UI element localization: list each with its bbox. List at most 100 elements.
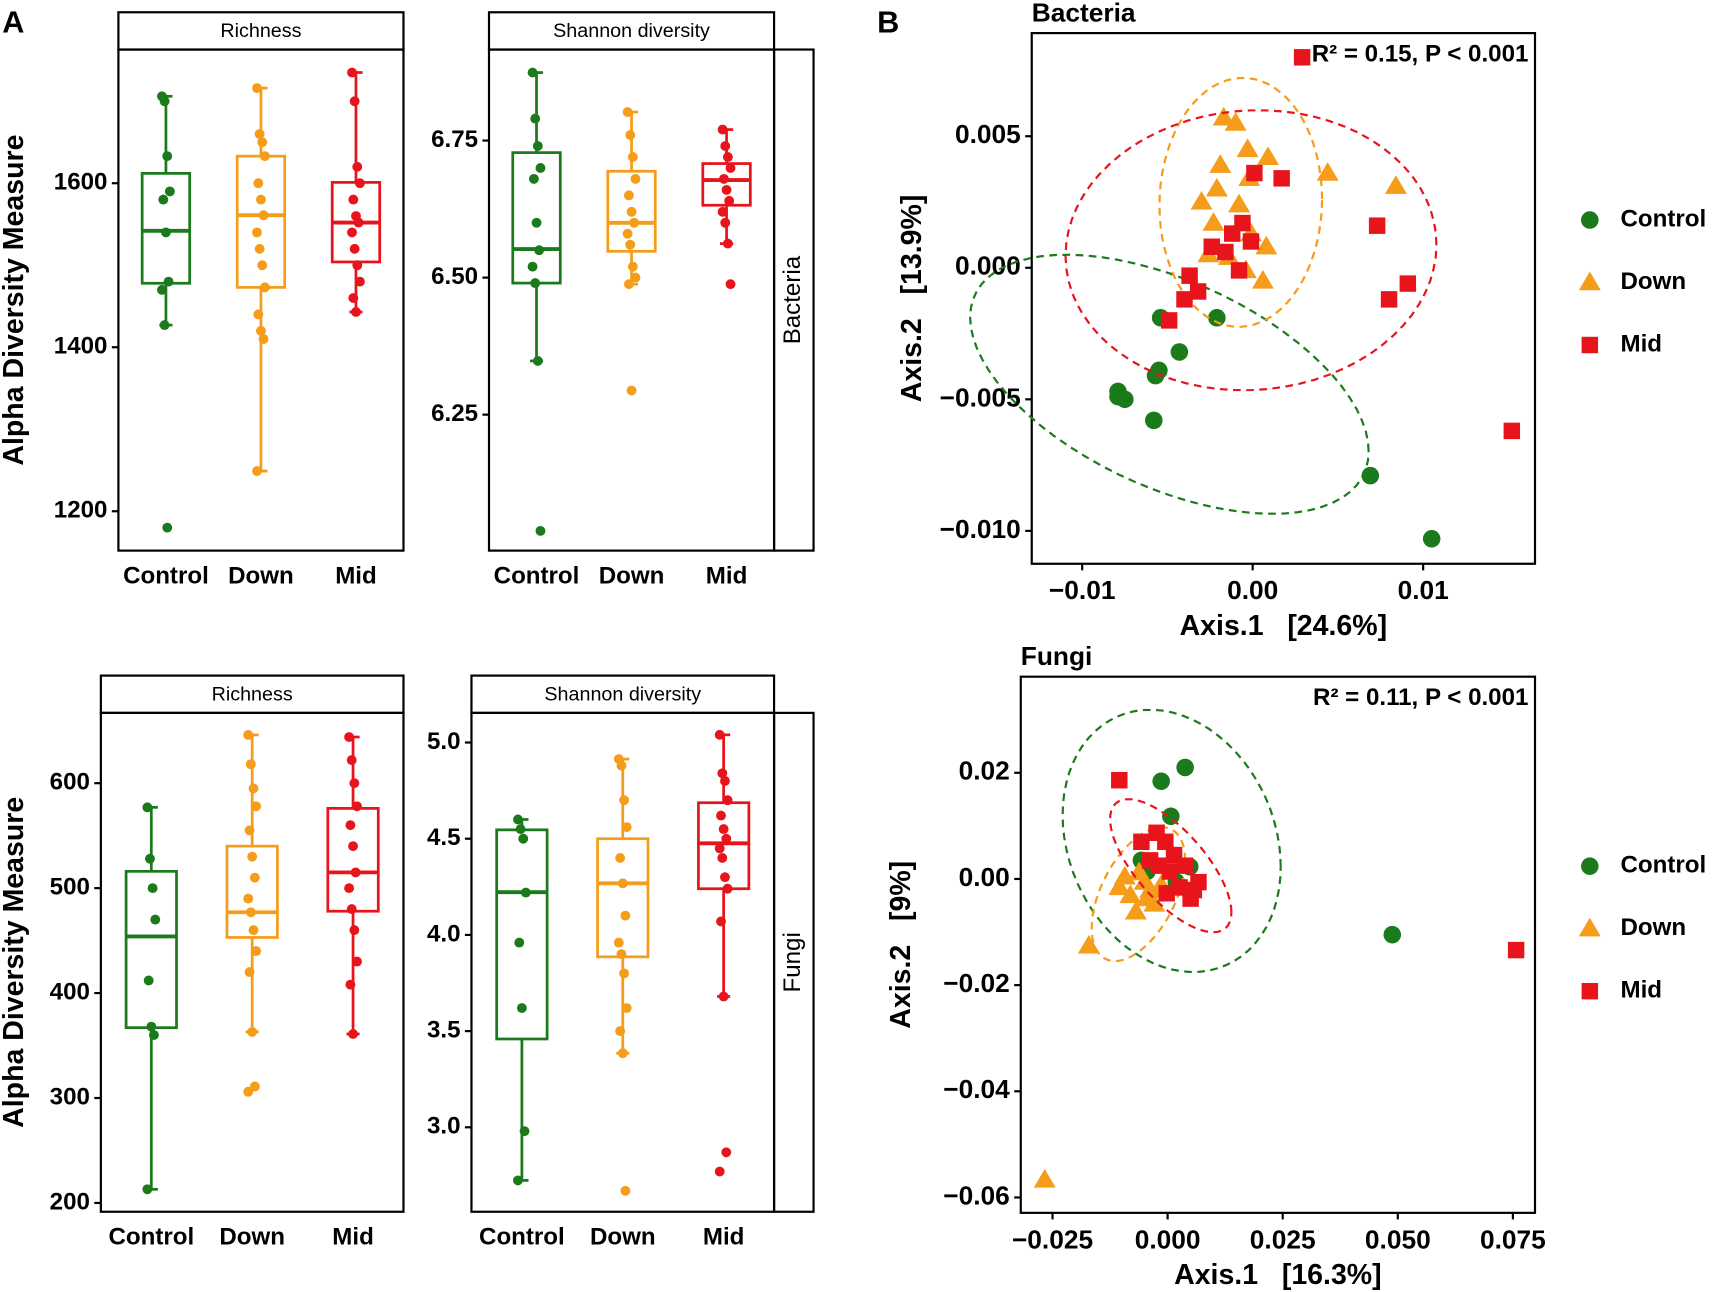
chart-title: Fungi bbox=[1021, 641, 1093, 671]
point bbox=[354, 276, 365, 287]
point bbox=[617, 878, 628, 889]
y-tick-label: −0.02 bbox=[943, 968, 1010, 998]
point bbox=[163, 276, 174, 287]
point bbox=[149, 1030, 159, 1040]
y-axis-label: Axis.2 [9%] bbox=[885, 861, 917, 1029]
annotation: R² = 0.15, P < 0.001 bbox=[1312, 40, 1529, 67]
point bbox=[527, 67, 538, 78]
point bbox=[352, 801, 362, 812]
x-tick-label: Control bbox=[123, 562, 209, 589]
point bbox=[1422, 530, 1441, 548]
point bbox=[1209, 154, 1232, 173]
strip-label: Richness bbox=[220, 20, 301, 42]
legend-marker bbox=[1581, 857, 1599, 875]
point bbox=[244, 967, 255, 978]
point bbox=[516, 1003, 527, 1013]
point bbox=[1293, 49, 1311, 66]
point bbox=[717, 768, 728, 779]
point bbox=[1503, 422, 1521, 440]
point bbox=[253, 178, 264, 189]
x-tick-label: Down bbox=[219, 1223, 285, 1250]
y-tick-label: 0.00 bbox=[959, 862, 1010, 892]
point bbox=[158, 194, 169, 205]
x-tick-label: 0.050 bbox=[1365, 1224, 1431, 1254]
point bbox=[1158, 885, 1175, 902]
point bbox=[162, 522, 173, 533]
point bbox=[251, 946, 262, 957]
point bbox=[515, 824, 526, 835]
legend-marker bbox=[1578, 271, 1601, 291]
point bbox=[248, 925, 259, 936]
point bbox=[1228, 193, 1251, 213]
point bbox=[722, 152, 733, 162]
annotation: R² = 0.11, P < 0.001 bbox=[1313, 684, 1528, 711]
point bbox=[617, 1048, 628, 1059]
strip bbox=[772, 48, 815, 552]
x-tick-label: Control bbox=[108, 1223, 194, 1250]
point bbox=[1108, 876, 1131, 896]
legend-label: Down bbox=[1621, 268, 1687, 295]
point bbox=[247, 1026, 258, 1037]
x-tick-label: 0.00 bbox=[1227, 575, 1278, 605]
strip-label: Shannon diversity bbox=[544, 684, 701, 706]
point bbox=[623, 279, 634, 290]
x-tick-label: 0.075 bbox=[1480, 1224, 1546, 1254]
point bbox=[531, 217, 542, 228]
point bbox=[346, 904, 357, 915]
point bbox=[1203, 238, 1220, 255]
point bbox=[1190, 191, 1213, 210]
point bbox=[725, 279, 736, 290]
point bbox=[717, 124, 728, 135]
point bbox=[164, 186, 175, 197]
point bbox=[720, 776, 730, 786]
point bbox=[252, 466, 262, 476]
point bbox=[718, 824, 729, 835]
point bbox=[348, 194, 359, 205]
point bbox=[253, 309, 264, 320]
point bbox=[622, 107, 633, 117]
point bbox=[1176, 291, 1193, 308]
panel-label: A bbox=[2, 4, 24, 39]
plot-frame bbox=[99, 711, 405, 1213]
point bbox=[243, 729, 254, 740]
point bbox=[256, 325, 266, 336]
point bbox=[344, 732, 355, 742]
point bbox=[345, 979, 356, 990]
point bbox=[1133, 833, 1150, 851]
point bbox=[1399, 275, 1417, 292]
point bbox=[146, 1021, 157, 1032]
strip-label: Fungi bbox=[779, 932, 806, 992]
point bbox=[629, 217, 640, 228]
point bbox=[352, 260, 363, 271]
point bbox=[252, 227, 262, 238]
point bbox=[1255, 235, 1278, 255]
point bbox=[1033, 1168, 1056, 1188]
point bbox=[717, 206, 728, 217]
legend-marker bbox=[1581, 336, 1599, 354]
point bbox=[247, 851, 258, 862]
point bbox=[142, 802, 153, 813]
point bbox=[721, 1147, 732, 1158]
point bbox=[619, 795, 630, 806]
box bbox=[124, 869, 178, 1030]
point bbox=[534, 245, 545, 256]
panel-label: B bbox=[877, 4, 899, 39]
point bbox=[616, 949, 627, 960]
point bbox=[615, 853, 626, 863]
y-axis-label: Axis.2 [13.9%] bbox=[896, 195, 928, 403]
point bbox=[159, 320, 170, 331]
y-tick-label: −0.010 bbox=[940, 514, 1021, 544]
plot-frame bbox=[1019, 675, 1537, 1214]
y-tick-label: 6.25 bbox=[431, 400, 478, 427]
x-tick-label: Control bbox=[494, 562, 580, 589]
point bbox=[627, 152, 638, 162]
point bbox=[1234, 214, 1251, 232]
point bbox=[1176, 758, 1194, 777]
point bbox=[353, 217, 364, 228]
point bbox=[162, 151, 173, 162]
point bbox=[1189, 283, 1207, 300]
point bbox=[159, 96, 170, 107]
point bbox=[1368, 217, 1386, 234]
y-tick-label: 1400 bbox=[54, 333, 108, 360]
